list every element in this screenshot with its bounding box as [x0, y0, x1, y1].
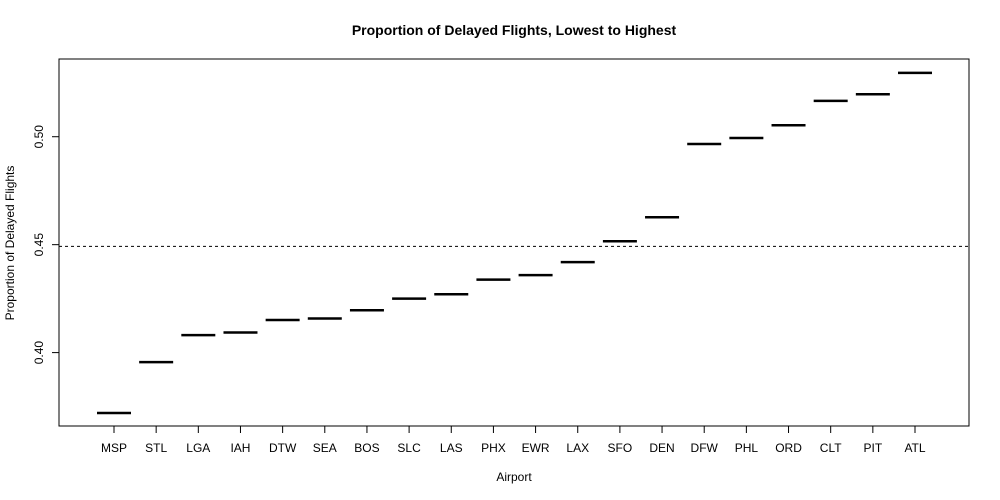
x-tick-label: STL: [145, 441, 167, 455]
x-tick-label: SFO: [608, 441, 633, 455]
data-marks: [97, 71, 932, 415]
x-tick-label: EWR: [522, 441, 550, 455]
plot-frame: [58, 58, 970, 427]
x-tick-label: MSP: [101, 441, 127, 455]
y-tick-label: 0.50: [32, 125, 46, 149]
x-tick-label: DEN: [649, 441, 674, 455]
x-tick-label: PHX: [481, 441, 506, 455]
x-tick-label: BOS: [354, 441, 379, 455]
x-tick-label: PHL: [735, 441, 759, 455]
x-tick-label: LGA: [186, 441, 210, 455]
y-axis: 0.40 0.45 0.50: [32, 125, 60, 365]
x-tick-label: DTW: [269, 441, 297, 455]
x-tick-label: LAS: [440, 441, 463, 455]
x-tick-label: SEA: [313, 441, 337, 455]
y-axis-label: Proportion of Delayed Flights: [3, 166, 17, 321]
x-tick-label: ORD: [775, 441, 802, 455]
x-tick-label: SLC: [397, 441, 421, 455]
x-tick-label: CLT: [820, 441, 842, 455]
y-tick-label: 0.45: [32, 233, 46, 257]
x-tick-label: PIT: [864, 441, 883, 455]
x-axis: MSP STL LGA IAH DTW SEA BOS SLC LAS PHX EWR LAX SFO D…: [101, 425, 926, 455]
x-axis-label: Airport: [496, 470, 532, 484]
x-tick-label: ATL: [904, 441, 925, 455]
x-tick-label: LAX: [566, 441, 589, 455]
chart-title: Proportion of Delayed Flights, Lowest to…: [352, 22, 677, 38]
x-tick-label: DFW: [691, 441, 719, 455]
x-tick-label: IAH: [230, 441, 250, 455]
y-tick-label: 0.40: [32, 341, 46, 365]
